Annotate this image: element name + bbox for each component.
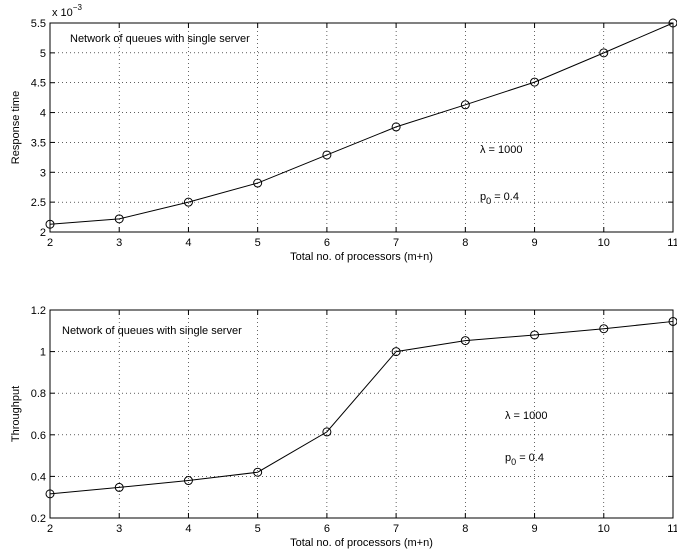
y-exponent-label: x 10−3 bbox=[52, 3, 82, 19]
chart-2: 2 3 4 5 6 7 8 9 10 11 0.2 0.4 0.6 0.8 1 1.2 Total no. of… bbox=[10, 305, 677, 549]
data-point bbox=[253, 467, 263, 477]
annotation-label: Network of queues with single server bbox=[62, 325, 242, 337]
y-tick-label: 4.5 bbox=[31, 78, 46, 90]
data-point bbox=[530, 77, 540, 87]
x-tick-label: 9 bbox=[531, 523, 537, 535]
data-point bbox=[599, 48, 609, 58]
x-tick-label: 7 bbox=[393, 237, 399, 249]
x-axis-label: Total no. of processors (m+n) bbox=[290, 251, 433, 263]
data-point bbox=[322, 150, 332, 160]
series-line bbox=[49, 22, 674, 225]
data-point bbox=[530, 330, 540, 340]
x-tick-label: 5 bbox=[255, 237, 261, 249]
y-tick-label: 0.4 bbox=[31, 471, 46, 483]
data-point bbox=[460, 336, 470, 346]
chart-1: 2 3 4 5 6 7 8 9 10 11 2 2.5 3 3.5 4 4.5 5 5.5 x 10−3 Total … bbox=[10, 3, 677, 263]
data-point bbox=[114, 214, 124, 224]
p0-value: = 0.4 bbox=[516, 452, 544, 464]
data-point bbox=[183, 197, 193, 207]
y-tick-label: 1.2 bbox=[31, 305, 46, 317]
y-tick-label: 3 bbox=[40, 167, 46, 179]
x-tick-label: 4 bbox=[185, 237, 191, 249]
data-point bbox=[322, 427, 332, 437]
y-tick-label: 5.5 bbox=[31, 18, 46, 30]
x-tick-label: 8 bbox=[462, 237, 468, 249]
lambda-symbol: λ bbox=[505, 410, 511, 422]
p0-subscript: 0 bbox=[486, 196, 491, 206]
y-tick-label: 1 bbox=[40, 347, 46, 359]
series-line bbox=[49, 320, 674, 495]
p0-subscript: 0 bbox=[511, 457, 516, 467]
p0-main: p bbox=[480, 191, 486, 203]
lambda-annotation: λ = 1000 bbox=[505, 410, 548, 422]
p0-value: = 0.4 bbox=[491, 191, 519, 203]
data-point bbox=[183, 476, 193, 486]
data-point bbox=[391, 347, 401, 357]
y-tick-label: 2 bbox=[40, 227, 46, 239]
data-point bbox=[668, 18, 677, 28]
lambda-annotation: λ = 1000 bbox=[480, 144, 523, 156]
data-point bbox=[599, 324, 609, 334]
x-tick-label: 10 bbox=[598, 237, 610, 249]
lambda-value: = 1000 bbox=[486, 144, 523, 156]
x-tick-label: 2 bbox=[47, 237, 53, 249]
data-point bbox=[45, 219, 55, 229]
data-point bbox=[253, 178, 263, 188]
y-tick-label: 3.5 bbox=[31, 137, 46, 149]
y-tick-label: 5 bbox=[40, 48, 46, 60]
x-tick-label: 3 bbox=[116, 523, 122, 535]
y-tick-label: 0.6 bbox=[31, 430, 46, 442]
data-point bbox=[114, 482, 124, 492]
p0-annotation: p0 = 0.4 bbox=[480, 191, 519, 206]
y-tick-label: 0.2 bbox=[31, 513, 46, 525]
x-tick-label: 4 bbox=[185, 523, 191, 535]
y-exponent-power: −3 bbox=[73, 3, 83, 12]
x-tick-label: 9 bbox=[531, 237, 537, 249]
y-exponent-base: x 10 bbox=[52, 7, 73, 19]
x-tick-label: 7 bbox=[393, 523, 399, 535]
x-tick-label: 6 bbox=[324, 237, 330, 249]
x-tick-label: 8 bbox=[462, 523, 468, 535]
y-tick-label: 4 bbox=[40, 108, 46, 120]
annotation-label: Network of queues with single server bbox=[70, 33, 250, 45]
x-tick-label: 11 bbox=[667, 523, 677, 535]
data-point bbox=[460, 100, 470, 110]
y-axis-label: Throughput bbox=[10, 386, 22, 442]
data-point bbox=[45, 489, 55, 499]
lambda-symbol: λ bbox=[480, 144, 486, 156]
data-point bbox=[391, 122, 401, 132]
p0-annotation: p0 = 0.4 bbox=[505, 452, 544, 467]
x-tick-label: 6 bbox=[324, 523, 330, 535]
x-tick-label: 10 bbox=[598, 523, 610, 535]
x-tick-label: 2 bbox=[47, 523, 53, 535]
y-tick-label: 0.8 bbox=[31, 388, 46, 400]
lambda-value: = 1000 bbox=[511, 410, 548, 422]
plot-frame bbox=[49, 309, 674, 519]
x-tick-label: 11 bbox=[667, 237, 677, 249]
x-tick-label: 5 bbox=[255, 523, 261, 535]
x-tick-label: 3 bbox=[116, 237, 122, 249]
x-axis-label: Total no. of processors (m+n) bbox=[290, 537, 433, 549]
plot-frame bbox=[49, 22, 674, 233]
data-point bbox=[668, 316, 677, 326]
p0-main: p bbox=[505, 452, 511, 464]
y-tick-label: 2.5 bbox=[31, 197, 46, 209]
y-axis-label: Response time bbox=[10, 91, 22, 164]
